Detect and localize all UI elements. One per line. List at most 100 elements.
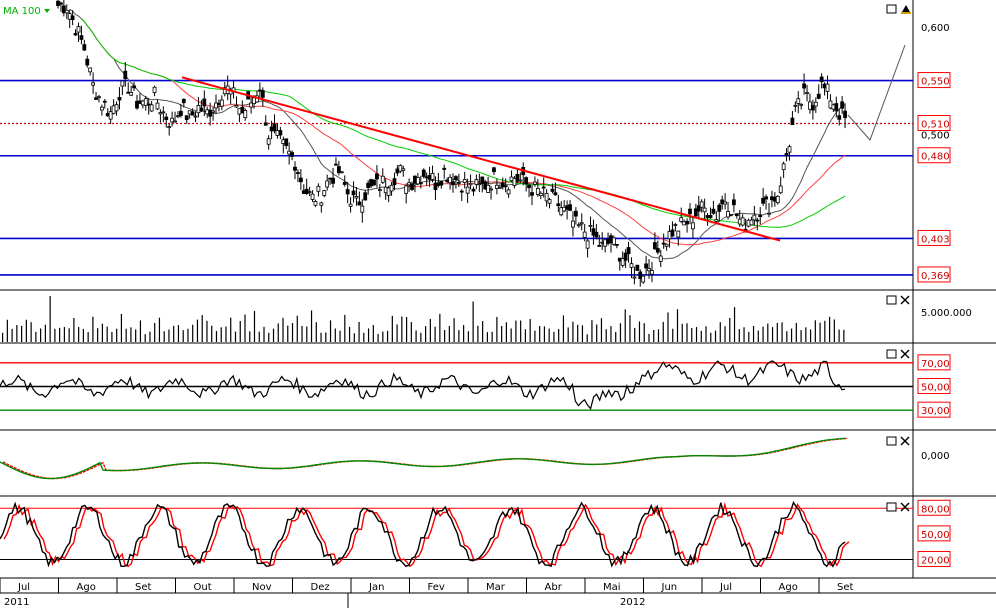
- volume-bar: [643, 323, 645, 342]
- candle-body: [143, 98, 148, 106]
- close-icon[interactable]: [900, 349, 910, 359]
- level-label-box: [917, 354, 951, 371]
- volume-bar: [520, 320, 522, 342]
- volume-bar: [805, 327, 807, 342]
- candle-body: [99, 106, 104, 111]
- volume-bar: [482, 321, 484, 342]
- candle-body: [825, 83, 830, 92]
- volume-bar: [501, 326, 503, 342]
- candle-body: [263, 122, 268, 126]
- candle-body: [389, 184, 394, 192]
- volume-bar: [315, 322, 317, 342]
- price-level-label: 0,403: [921, 234, 950, 245]
- volume-bar: [2, 332, 4, 342]
- candle-body: [810, 105, 815, 111]
- candle-body: [793, 104, 798, 107]
- candle-body: [629, 263, 634, 268]
- volume-bar: [59, 327, 61, 342]
- candle-body: [527, 184, 531, 189]
- close-icon[interactable]: [900, 436, 910, 446]
- volume-bar: [382, 331, 384, 342]
- volume-bar: [781, 322, 783, 342]
- candle-body: [787, 146, 792, 153]
- maximize-icon[interactable]: [886, 502, 897, 512]
- price-level-label-box: [917, 147, 951, 164]
- close-icon[interactable]: [900, 295, 910, 305]
- level-label: 20,00: [921, 555, 950, 566]
- volume-bar: [662, 321, 664, 342]
- volume-bar: [249, 331, 251, 342]
- candle-body: [813, 101, 818, 107]
- volume-bar: [192, 324, 194, 342]
- candle-body: [556, 203, 561, 207]
- level-label: 70,00: [921, 359, 950, 370]
- candle-body: [85, 58, 90, 66]
- volume-bar: [553, 331, 555, 342]
- volume-bar: [325, 332, 327, 342]
- volume-bar: [577, 324, 579, 342]
- maximize-icon[interactable]: [886, 349, 897, 359]
- maximize-icon[interactable]: [886, 295, 897, 305]
- candle-body: [471, 188, 476, 192]
- candle-body: [392, 178, 397, 186]
- month-label: Out: [194, 582, 212, 593]
- candle-body: [178, 110, 183, 116]
- volume-bar: [163, 331, 165, 342]
- candle-body: [167, 126, 172, 129]
- chevron-down-icon[interactable]: [44, 9, 50, 13]
- pin-icon-base: [901, 12, 911, 14]
- volume-bar: [486, 332, 488, 342]
- volume-bar: [505, 322, 507, 342]
- maximize-icon[interactable]: [886, 436, 897, 446]
- volume-bar: [310, 310, 313, 342]
- candle-body: [448, 176, 452, 184]
- candle-body: [614, 243, 619, 246]
- volume-bar: [244, 314, 246, 342]
- candle-body: [360, 205, 365, 213]
- volume-bar: [467, 331, 469, 342]
- volume-bar: [211, 325, 213, 342]
- candle-body: [64, 9, 69, 14]
- candle-body: [114, 104, 119, 112]
- volume-bar: [444, 330, 446, 342]
- candle-body: [664, 243, 669, 247]
- volume-bar: [358, 321, 360, 342]
- volume-bar: [733, 307, 736, 342]
- price-level-label: 0,480: [921, 152, 950, 163]
- volume-bar: [21, 325, 23, 342]
- volume-bar: [524, 329, 527, 342]
- candle-body: [442, 167, 447, 170]
- volume-bar: [420, 332, 422, 342]
- candle-body: [547, 199, 552, 204]
- candle-body: [135, 100, 139, 109]
- volume-bar: [648, 333, 650, 342]
- candle-body: [351, 190, 356, 196]
- candle-body: [474, 179, 479, 185]
- volume-bar: [653, 329, 655, 342]
- macd-tick-label: 0,000: [921, 451, 950, 462]
- volume-bar: [239, 320, 241, 342]
- level-label-box: [917, 525, 951, 542]
- candle-body: [439, 180, 444, 186]
- maximize-icon[interactable]: [886, 4, 897, 14]
- candle-body: [489, 188, 493, 191]
- candle-body: [582, 231, 587, 238]
- price-level-lines: [0, 79, 913, 276]
- volume-bar: [572, 321, 574, 342]
- level-label-box: [917, 401, 951, 418]
- pin-icon[interactable]: [901, 5, 911, 14]
- candle-body: [211, 110, 215, 113]
- macd-panel: 0,000: [0, 437, 950, 480]
- volume-bar: [691, 327, 693, 342]
- volume-bar: [11, 328, 13, 342]
- month-label: Dez: [311, 582, 330, 593]
- close-icon[interactable]: [900, 502, 910, 512]
- volume-bar: [705, 326, 707, 342]
- volume-bar: [120, 313, 123, 342]
- volume-bar: [258, 331, 260, 342]
- level-label: 50,00: [921, 383, 950, 394]
- indicator-label[interactable]: MA 100: [3, 6, 41, 17]
- candle-body: [553, 192, 558, 196]
- month-label: Abr: [545, 582, 563, 593]
- volume-bar: [529, 319, 531, 342]
